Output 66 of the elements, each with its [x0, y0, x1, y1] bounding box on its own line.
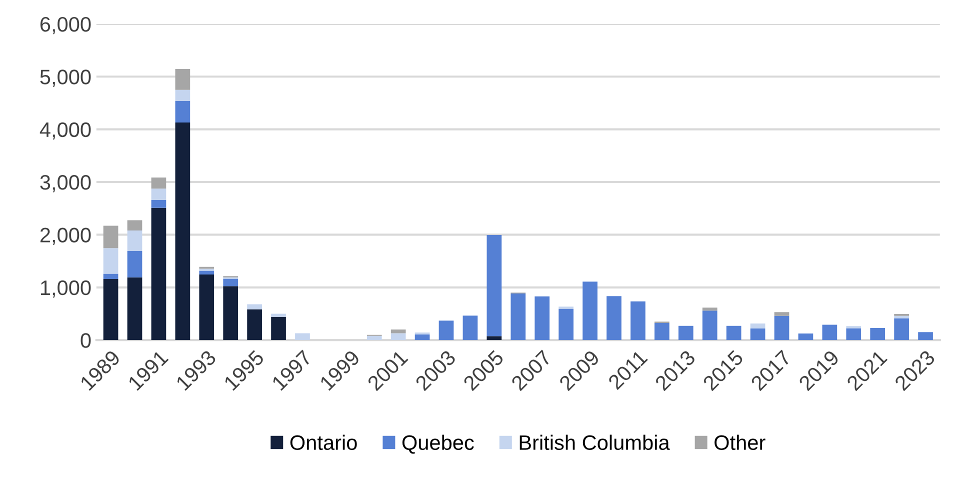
bar: [127, 220, 142, 230]
bar: [247, 309, 262, 340]
bar: [271, 316, 286, 340]
bar: [702, 310, 718, 340]
bar: [414, 334, 430, 340]
y-tick-label: 6,000: [40, 16, 91, 34]
bar: [390, 333, 406, 340]
bar: [822, 324, 838, 340]
y-tick-label: 2,000: [40, 228, 91, 245]
bar: [127, 277, 142, 340]
bar: [798, 334, 814, 340]
y-tick-label: 5,000: [40, 70, 91, 87]
bar: [678, 326, 694, 340]
bar: [103, 278, 118, 340]
bar: [127, 230, 142, 252]
bar: [462, 316, 478, 340]
bar: [223, 278, 238, 286]
bar: [774, 316, 790, 340]
bar: [846, 328, 862, 340]
bar: [486, 234, 502, 336]
bar: [534, 296, 550, 340]
bar: [199, 270, 214, 274]
bar: [175, 100, 190, 122]
y-tick-label: 3,000: [40, 175, 91, 192]
bar: [558, 308, 574, 340]
bar: [726, 326, 742, 340]
bar: [151, 178, 166, 189]
bar: [151, 208, 166, 340]
bar: [247, 304, 262, 310]
bar: [103, 248, 118, 274]
bar: [295, 333, 310, 340]
y-tick-label: 4,000: [40, 122, 91, 140]
bar: [175, 69, 190, 90]
bar: [750, 328, 766, 340]
bar: [870, 328, 886, 340]
bar: [414, 332, 430, 335]
legend-label: British Columbia: [520, 434, 670, 450]
bar: [271, 314, 286, 317]
bar: [630, 301, 646, 340]
bar: [918, 332, 933, 340]
bar: [390, 330, 406, 334]
y-tick-label: 1,000: [41, 280, 91, 298]
bar: [151, 200, 166, 208]
bar: [894, 318, 909, 340]
bar: [582, 282, 598, 340]
bar: [366, 336, 382, 340]
bar: [486, 336, 502, 340]
legend-label: Ontario: [290, 434, 357, 450]
bar: [199, 274, 214, 340]
legend-label: Quebec: [402, 434, 474, 454]
bar: [223, 286, 238, 340]
bar: [774, 312, 790, 316]
bar: [654, 322, 670, 340]
bar: [103, 274, 118, 279]
bar: [103, 226, 118, 248]
legend-label: Other: [714, 434, 766, 450]
bar: [127, 251, 142, 278]
bar: [510, 293, 526, 340]
bar: [606, 296, 622, 340]
bar: [151, 188, 166, 200]
bar: [702, 308, 718, 311]
bar: [438, 320, 454, 340]
bar: [175, 90, 190, 101]
bar: [750, 323, 766, 328]
bar: [175, 122, 190, 340]
y-tick-label: 0: [80, 333, 91, 348]
